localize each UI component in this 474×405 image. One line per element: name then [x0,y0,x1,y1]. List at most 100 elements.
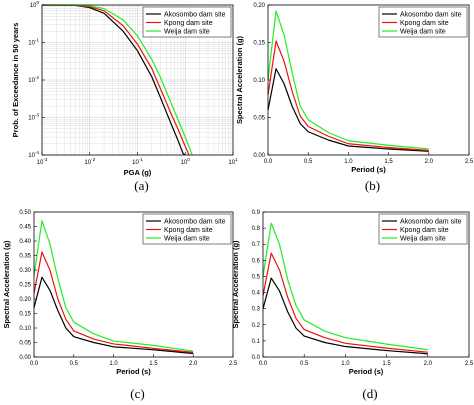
y-tick-label: 0.5 [252,274,261,280]
y-tick-label: 0.35 [19,254,31,260]
y-tick-label: 0.15 [253,41,265,47]
x-tick-label: 1.5 [382,361,391,367]
y-tick-label: 0.9 [252,210,261,216]
y-tick-label: 0.4 [252,291,261,297]
panel-caption: (b) [365,178,380,193]
y-tick-label: 0.00 [19,355,31,361]
series-line-kpong [33,251,194,353]
x-tick-label: 100 [181,157,191,166]
legend-label-weija: Weija dam site [164,235,210,242]
y-tick-label: 0.3 [252,307,261,313]
x-axis-label: Period (s) [116,367,151,376]
x-tick-label: 10-3 [37,157,48,166]
x-axis-label: Period (s) [349,367,384,376]
y-tick-label: 0.8 [252,226,261,232]
plot-frame [262,211,470,358]
x-tick-label: 0.5 [300,361,309,367]
y-tick-label: 10-3 [28,113,39,122]
y-tick-label: 0.00 [253,153,265,159]
x-tick-label: 1.5 [384,159,393,165]
chart-panel-1: 10-310-210-110010110-410-310-210-1100PGA… [11,0,238,193]
x-tick-label: 1.5 [149,361,158,367]
legend-label-akosombo: Akosombo dam site [400,11,462,18]
y-tick-label: 0.25 [19,283,31,289]
legend-label-weija: Weija dam site [400,28,446,35]
y-axis-label: Prob. of Exceedance in 50 years [11,23,20,138]
y-tick-label: 0.6 [252,258,261,264]
y-tick-label: 10-1 [28,38,39,47]
y-tick-label: 0.15 [19,312,31,318]
panel-caption: (a) [134,178,148,193]
panel-caption: (c) [130,386,144,401]
y-tick-label: 0.45 [19,225,31,231]
y-tick-label: 0.30 [19,268,31,274]
x-axis-label: Period (s) [351,165,386,174]
x-tick-label: 2.5 [229,361,238,367]
x-tick-label: 2.5 [465,159,474,165]
series-line-kpong [262,252,428,353]
y-tick-label: 0.20 [253,3,265,9]
x-axis-label: PGA (g) [124,168,152,177]
legend-label-akosombo: Akosombo dam site [400,218,462,225]
x-tick-label: 1.0 [109,361,118,367]
y-axis-label: Spectral Acceleration (g) [231,240,240,329]
y-axis-label: Spectral Acceleration (g) [235,35,244,124]
series-line-kpong [267,40,429,152]
legend-label-kpong: Kpong dam site [164,20,213,27]
chart-panel-2: 0.0 0.5 1.0 1.5 2.0 2.5 0.00 0.05 0.10 0.15 0.20 Pe… [235,3,474,193]
legend-label-kpong: Kpong dam site [400,20,449,27]
legend-label-weija: Weija dam site [400,235,446,242]
y-tick-label: 10-4 [28,150,39,159]
x-tick-label: 10-2 [84,157,95,166]
ticks: 0.0 0.5 1.0 1.5 2.0 2.5 0.0 0.1 0.2 0.3 0.4 0.5 0.6 0… [252,210,474,367]
y-tick-label: 0.10 [19,326,31,332]
x-tick-label: 101 [228,157,238,166]
series-line-akosombo [41,4,186,156]
x-tick-label: 1.0 [344,159,353,165]
y-tick-label: 100 [30,0,40,9]
y-tick-label: 0.05 [253,116,265,122]
x-tick-label: 2.5 [465,361,474,367]
x-tick-label: 10-1 [132,157,143,166]
y-tick-label: 0.20 [19,297,31,303]
y-tick-label: 0.2 [252,323,261,329]
series-line-weija [41,4,193,156]
x-tick-label: 0.0 [264,159,273,165]
legend-label-kpong: Kpong dam site [164,227,213,234]
x-tick-label: 0.0 [30,361,39,367]
series-line-weija [267,10,429,150]
x-tick-label: 1.0 [341,361,350,367]
y-tick-label: 10-2 [28,75,39,84]
legend-label-akosombo: Akosombo dam site [164,11,226,18]
y-tick-label: 0.1 [252,339,261,345]
series-line-weija [33,220,194,352]
legend-label-kpong: Kpong dam site [400,227,449,234]
y-tick-label: 0.05 [19,341,31,347]
x-tick-label: 0.5 [304,159,313,165]
y-axis-label: Spectral Acceleration (g) [2,240,11,329]
legend-label-weija: Weija dam site [164,28,210,35]
ticks: 0.0 0.5 1.0 1.5 2.0 2.5 0.00 0.05 0.10 0.15 0.20 [253,3,474,165]
legend-label-akosombo: Akosombo dam site [164,218,226,225]
y-tick-label: 0.40 [19,239,31,245]
x-tick-label: 0.5 [70,361,79,367]
y-tick-label: 0.50 [19,210,31,216]
series-line-kpong [41,4,190,156]
chart-panel-3: 0.0 0.5 1.0 1.5 2.0 2.5 0.00 0.05 0.10 0.15 0.20 0.… [2,210,238,401]
series-line-akosombo [33,276,194,355]
chart-panel-4: 0.0 0.5 1.0 1.5 2.0 2.5 0.0 0.1 0.2 0.3 0.4 0.5 0.6 0… [231,210,474,401]
y-tick-label: 0.7 [252,242,261,248]
ticks: 0.0 0.5 1.0 1.5 2.0 2.5 0.00 0.05 0.10 0.15 0.20 0.… [19,210,238,367]
series-line-weija [262,222,428,351]
y-tick-label: 0.0 [252,355,261,361]
panel-caption: (d) [362,386,377,401]
x-tick-label: 2.0 [189,361,198,367]
series-line-akosombo [267,68,429,152]
y-tick-label: 0.10 [253,78,265,84]
